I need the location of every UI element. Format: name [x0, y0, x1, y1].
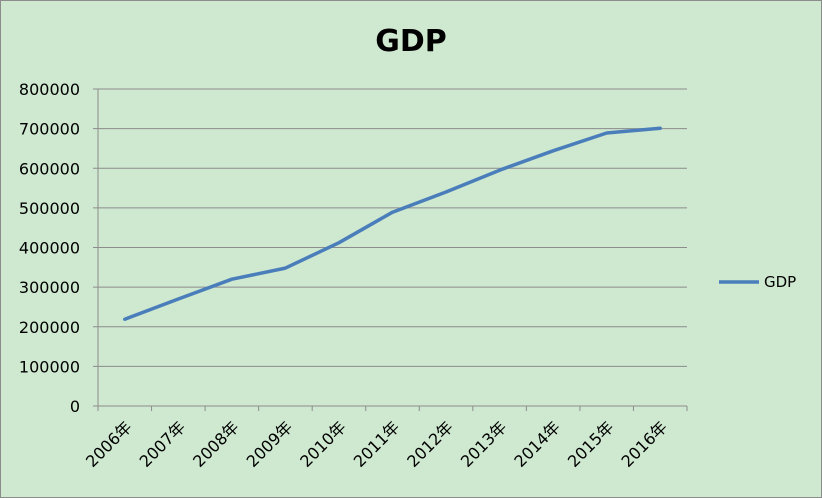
- chart-title: GDP: [375, 24, 447, 59]
- x-tick-label: 2009年: [243, 417, 297, 471]
- y-tick-label: 300000: [19, 278, 80, 297]
- x-tick-label: 2006年: [82, 417, 136, 471]
- x-tick-label: 2013年: [457, 417, 511, 471]
- legend-label-gdp: GDP: [764, 273, 796, 291]
- gridlines: [98, 88, 687, 367]
- x-tick-label: 2008年: [189, 417, 243, 471]
- series-line-gdp: [123, 126, 662, 321]
- series-layer: [123, 126, 662, 321]
- x-tick-label: 2016年: [618, 417, 672, 471]
- y-tick-label: 800000: [19, 80, 80, 99]
- y-tick-label: 200000: [19, 318, 80, 337]
- x-tick-label: 2007年: [136, 417, 190, 471]
- y-tick-label: 500000: [19, 199, 80, 218]
- x-tick-label: 2010年: [296, 417, 350, 471]
- x-tick-label: 2015年: [564, 417, 618, 471]
- x-tick-label: 2014年: [510, 417, 564, 471]
- x-tick-label: 2011年: [350, 417, 404, 471]
- y-tick-label: 600000: [19, 159, 80, 178]
- x-tick-label: 2012年: [403, 417, 457, 471]
- y-tick-label: 100000: [19, 357, 80, 376]
- y-tick-label: 700000: [19, 120, 80, 139]
- y-tick-label: 400000: [19, 239, 80, 258]
- legend: GDP: [719, 273, 796, 291]
- y-tick-label: 0: [70, 397, 80, 416]
